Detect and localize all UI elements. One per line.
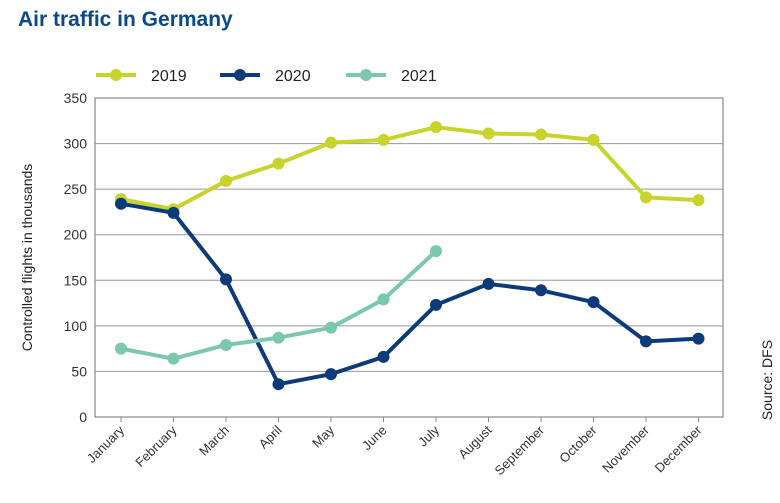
y-tick-label: 0 <box>79 409 87 425</box>
data-point <box>377 133 390 146</box>
y-tick-label: 150 <box>64 272 88 288</box>
data-point <box>325 136 337 149</box>
legend-marker <box>234 69 246 81</box>
data-point <box>115 197 127 210</box>
x-tick-label: January <box>84 422 128 466</box>
y-tick-label: 100 <box>64 318 88 334</box>
y-tick-label: 250 <box>64 181 88 197</box>
chart-title: Air traffic in Germany <box>18 8 233 31</box>
data-point <box>220 174 232 187</box>
legend-label: 2019 <box>151 68 187 85</box>
data-point <box>272 157 285 170</box>
data-point <box>220 338 232 351</box>
x-tick-label: October <box>556 422 600 466</box>
legend-item-2020: 2020 <box>220 68 311 85</box>
x-tick-label: June <box>359 423 390 454</box>
legend-label: 2020 <box>275 68 311 85</box>
data-point <box>377 293 390 306</box>
data-point <box>640 191 652 204</box>
x-tick-label: November <box>599 422 652 475</box>
y-axis-label: Controlled flights in thousands <box>19 164 35 352</box>
legend-item-2019: 2019 <box>96 68 187 85</box>
data-point <box>430 121 442 134</box>
x-tick-label: August <box>455 422 494 461</box>
data-point <box>482 277 495 290</box>
legend-marker <box>110 69 122 81</box>
series-2019 <box>115 121 705 216</box>
data-point <box>430 298 442 311</box>
legend-item-2021: 2021 <box>346 68 437 85</box>
series-2020 <box>115 197 705 391</box>
data-point <box>692 194 705 207</box>
data-point <box>587 296 600 309</box>
series-2021 <box>115 245 442 365</box>
data-point <box>535 284 547 297</box>
data-point <box>167 206 180 219</box>
x-tick-label: March <box>196 423 232 459</box>
data-point <box>272 331 285 344</box>
x-tick-label: July <box>415 422 442 449</box>
data-point <box>325 368 337 381</box>
data-point <box>325 321 337 334</box>
data-point <box>220 273 232 286</box>
data-point <box>430 245 442 258</box>
y-tick-label: 200 <box>64 227 88 243</box>
data-point <box>377 350 390 363</box>
data-point <box>587 133 600 146</box>
x-tick-label: February <box>132 422 180 470</box>
data-point <box>482 127 495 140</box>
series-line <box>120 201 699 387</box>
data-point <box>167 352 180 365</box>
plot-frame <box>94 97 724 418</box>
y-tick-label: 350 <box>64 90 88 106</box>
data-point <box>115 342 127 355</box>
legend-marker <box>360 69 372 81</box>
x-tick-label: December <box>652 422 705 475</box>
y-tick-label: 300 <box>64 136 88 152</box>
x-tick-label: September <box>492 422 548 478</box>
legend-label: 2021 <box>401 68 437 85</box>
series-line <box>120 125 699 212</box>
data-point <box>692 332 705 345</box>
y-tick-label: 50 <box>71 363 87 379</box>
source-note: Source: DFS <box>759 340 775 420</box>
x-tick-label: April <box>256 422 285 451</box>
data-point <box>535 128 547 141</box>
data-point <box>272 378 285 391</box>
x-tick-label: May <box>309 422 337 450</box>
data-point <box>640 335 652 348</box>
